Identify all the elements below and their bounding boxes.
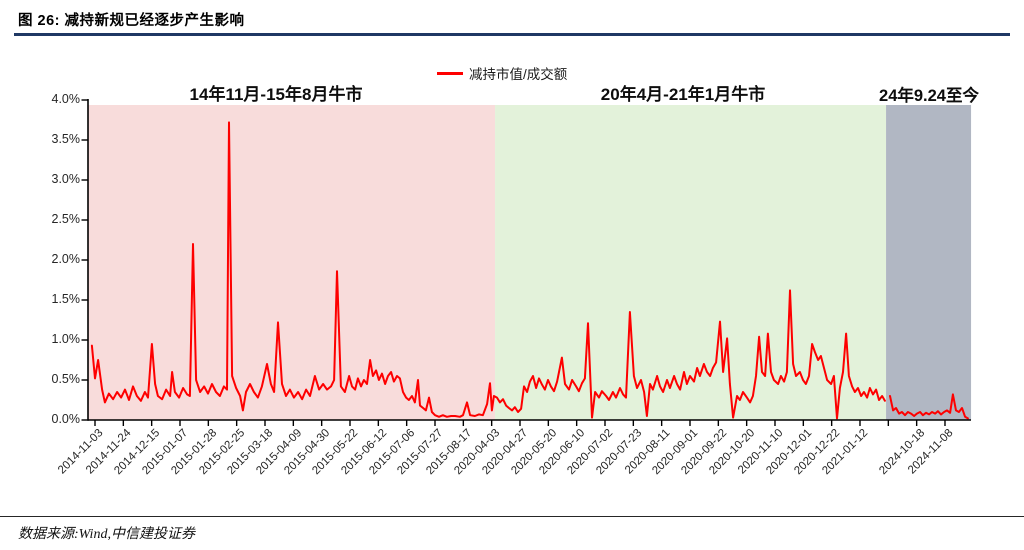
footer-divider: [0, 516, 1024, 517]
legend-line-swatch: [437, 71, 463, 75]
region-band-2: [886, 105, 972, 420]
y-tick-label: 2.0%: [51, 252, 81, 266]
figure-title: 图 26: 减持新规已经逐步产生影响: [18, 13, 245, 29]
y-tick-label: 4.0%: [51, 92, 81, 106]
data-source-note: 数据来源:Wind,中信建投证券: [18, 527, 195, 542]
legend-series-label: 减持市值/成交额: [469, 67, 568, 82]
annotation-bull-market-2014: 14年11月-15年8月牛市: [189, 85, 363, 104]
y-tick-label: 0.5%: [51, 372, 81, 386]
region-band-0: [87, 105, 496, 420]
chart-legend: 减持市值/成交额: [437, 63, 567, 83]
line-series-segment-0: [90, 121, 886, 420]
y-tick-label: 2.5%: [51, 212, 81, 226]
y-tick-label: 1.5%: [51, 292, 81, 306]
line-series-segment-1: [889, 393, 969, 420]
y-tick-label: 0.0%: [51, 412, 81, 426]
region-band-1: [495, 105, 887, 420]
y-tick-label: 3.0%: [51, 172, 81, 186]
annotation-bull-market-2020: 20年4月-21年1月牛市: [600, 85, 766, 104]
title-underline: [14, 33, 1010, 36]
y-tick-label: 1.0%: [51, 332, 81, 346]
y-tick-label: 3.5%: [51, 132, 81, 146]
annotation-period-2024: 24年9.24至今: [879, 87, 979, 105]
